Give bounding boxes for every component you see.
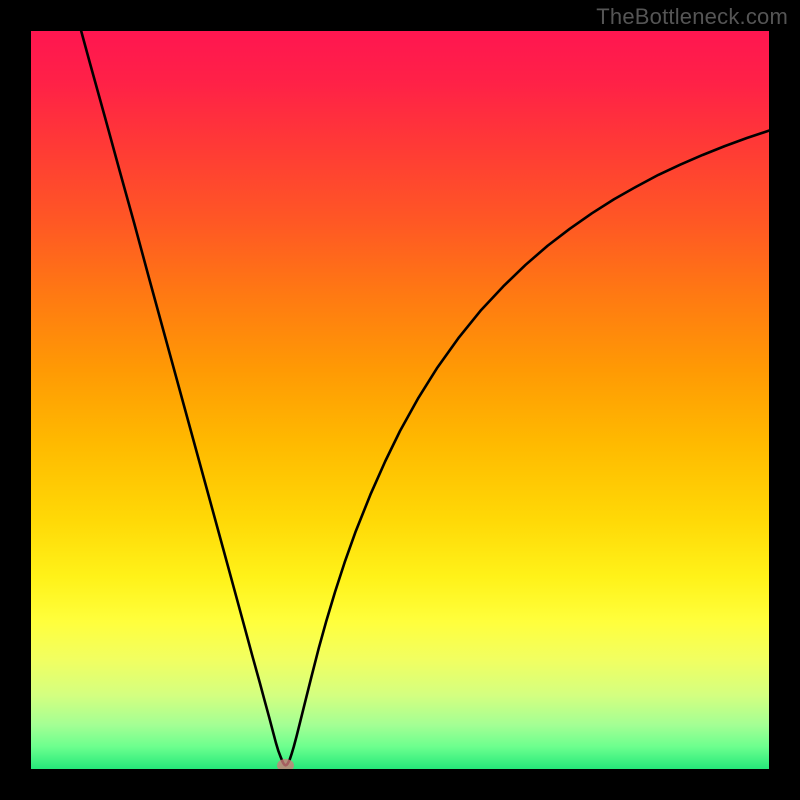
chart-curve [31, 31, 769, 769]
watermark-text: TheBottleneck.com [596, 4, 788, 30]
chart-plot-area [31, 31, 769, 769]
chart-minimum-marker [277, 759, 294, 769]
